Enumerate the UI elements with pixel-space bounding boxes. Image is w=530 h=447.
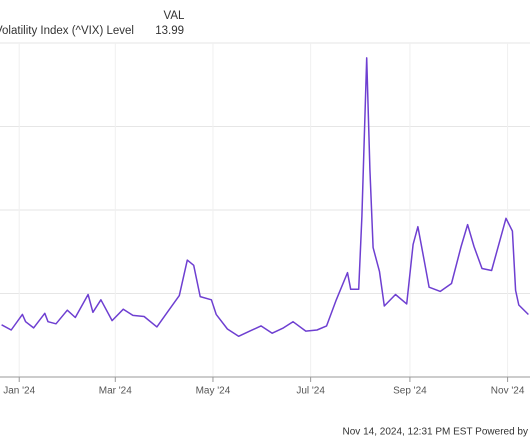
x-tick-label: May '24 (196, 386, 231, 397)
x-tick-label: Mar '24 (99, 386, 132, 397)
legend-label: 00 Volatility Index (^VIX) Level (0, 25, 134, 37)
x-tick-label: Sep '24 (393, 386, 427, 397)
x-tick-label: Jan '24 (3, 386, 35, 397)
x-tick-label: Jul '24 (296, 386, 325, 397)
x-tick-label: Nov '24 (491, 386, 525, 397)
line (1, 57, 529, 338)
footer: Nov 14, 2024, 12:31 PM EST Powered by (343, 427, 528, 438)
value-header: VAL (164, 10, 185, 22)
current-value: 13.99 (155, 25, 184, 37)
